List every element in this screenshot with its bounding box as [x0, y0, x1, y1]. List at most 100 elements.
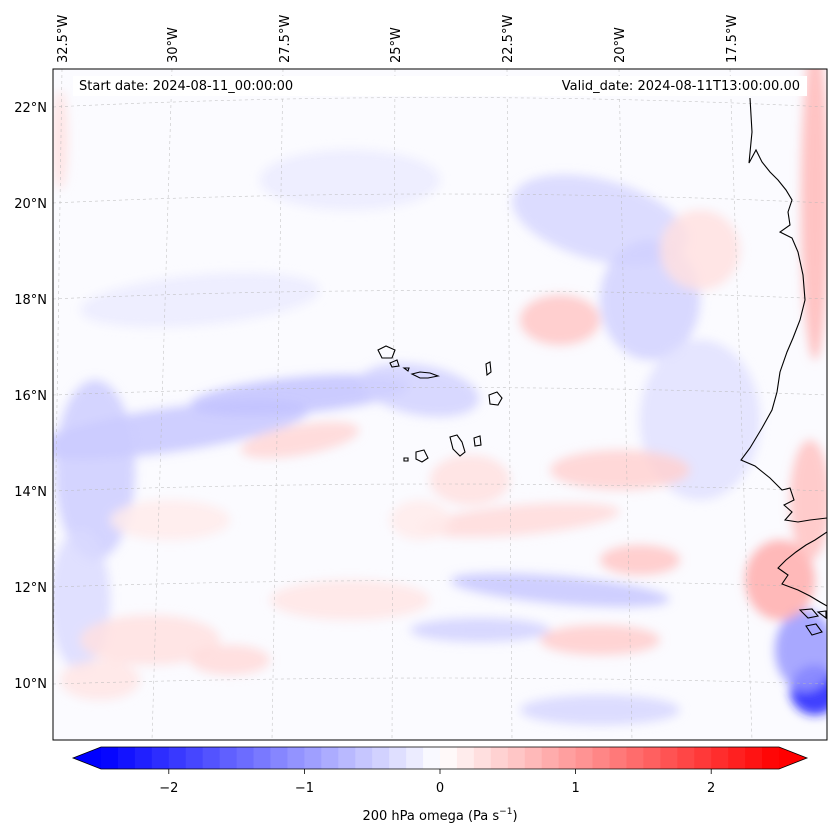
colorbar-bin	[151, 747, 170, 769]
colorbar-bin	[456, 747, 475, 769]
longitude-labels: 32.5°W 30°W 27.5°W 25°W 22.5°W 20°W 17.5…	[56, 15, 740, 63]
colorbar-bin	[304, 747, 322, 769]
cape-verde-santiago	[449, 434, 466, 457]
lon-label-25w: 25°W	[389, 27, 404, 63]
colorbar-tick-label: 1	[571, 781, 579, 796]
colorbar-bin	[185, 747, 204, 769]
cape-verde-santa-luzia	[402, 367, 410, 372]
cape-verde-fogo	[415, 449, 429, 463]
parallel-16n	[53, 387, 827, 396]
parallel-10n	[53, 677, 827, 685]
colorbar-tick-label: −1	[295, 781, 314, 796]
colorbar-bin	[117, 747, 136, 769]
lat-label-20n: 20°N	[14, 197, 47, 212]
omega-contour-patch	[550, 450, 690, 490]
colorbar-ticks: −2 −1 0 1 2	[159, 769, 715, 796]
colorbar-tick-label: 0	[436, 781, 444, 796]
colorbar-label-close: )	[512, 809, 517, 824]
coastlines	[377, 97, 827, 636]
lon-label-20w: 20°W	[613, 27, 628, 63]
colorbar-bin	[101, 747, 119, 769]
omega-contour-patch	[60, 660, 140, 700]
colorbar-bin	[372, 747, 390, 769]
start-date-label: Start date: 2024-08-11_00:00:00	[79, 79, 293, 94]
omega-contour-patch	[420, 502, 620, 538]
latitude-labels: 22°N 20°N 18°N 16°N 14°N 12°N 10°N	[14, 101, 47, 692]
cape-verde-maio	[473, 435, 482, 447]
omega-contour-patch	[190, 374, 410, 416]
omega-contour-patch	[600, 545, 680, 575]
colorbar-bin	[253, 747, 272, 769]
omega-contour-patch	[430, 455, 510, 505]
colorbar-bin	[711, 747, 729, 769]
lat-label-18n: 18°N	[14, 293, 47, 308]
lon-label-27-5w: 27.5°W	[278, 15, 293, 63]
lon-label-17-5w: 17.5°W	[725, 15, 740, 63]
colorbar-bin	[440, 747, 458, 769]
parallel-18n	[53, 290, 827, 300]
colorbar-extend-min	[73, 747, 101, 769]
lat-label-14n: 14°N	[14, 485, 47, 500]
cape-verde-sal	[485, 361, 492, 377]
omega-contour-patch	[80, 615, 220, 665]
lon-label-22-5w: 22.5°W	[501, 15, 516, 63]
omega-contour-patch	[450, 573, 670, 607]
omega-contour-patch	[360, 363, 480, 417]
colorbar-bins	[101, 747, 780, 769]
cape-verde-brava	[403, 457, 409, 462]
omega-contour-patch	[520, 295, 600, 345]
colorbar-bin	[762, 747, 780, 769]
colorbar-bin	[473, 747, 492, 769]
omega-contour-patch	[801, 69, 827, 360]
colorbar-bin	[321, 747, 339, 769]
meridian-30w	[151, 69, 173, 740]
omega-contour-patch	[775, 610, 827, 690]
colorbar-label-superscript: −1	[499, 807, 512, 817]
colorbar-outline	[71, 746, 809, 770]
lat-label-22n: 22°N	[14, 101, 47, 116]
colorbar-bin	[389, 747, 407, 769]
meridian-20w	[618, 69, 633, 740]
colorbar-bin	[558, 747, 577, 769]
colorbar-bin	[355, 747, 373, 769]
omega-contour-patch	[53, 90, 68, 190]
colorbar-label-main: 200 hPa omega (Pa s	[362, 809, 499, 824]
colorbar-bin	[134, 747, 153, 769]
lat-label-16n: 16°N	[14, 389, 47, 404]
lon-label-30w: 30°W	[166, 27, 181, 63]
omega-contour-patch	[55, 380, 135, 560]
guinea-coast	[777, 531, 827, 607]
colorbar-bin	[660, 747, 678, 769]
bijagos-islands	[798, 608, 827, 636]
colorbar-bin	[626, 747, 644, 769]
colorbar-bin	[236, 747, 255, 769]
valid-date-label: Valid_date: 2024-08-11T13:00:00.00	[562, 79, 800, 94]
colorbar-bin	[168, 747, 187, 769]
omega-contour-patch	[520, 695, 680, 725]
omega-contour-patch	[745, 540, 815, 620]
colorbar-bin	[694, 747, 712, 769]
cape-verde-sao-nicolau	[410, 371, 440, 379]
colorbar-extend-max	[779, 747, 807, 769]
cape-verde-boa-vista	[488, 391, 503, 406]
parallel-20n	[53, 193, 827, 204]
omega-contour-patch	[410, 618, 550, 642]
cape-verde-sao-vicente	[389, 359, 400, 368]
colorbar-bin	[728, 747, 746, 769]
omega-contour-patch	[110, 500, 230, 540]
parallel-22n	[53, 97, 827, 108]
colorbar-bin	[219, 747, 238, 769]
omega-contour-patch	[270, 580, 430, 620]
omega-contour-patch	[240, 421, 360, 459]
colorbar-bin	[524, 747, 543, 769]
date-label-background	[73, 76, 807, 96]
lat-label-12n: 12°N	[14, 581, 47, 596]
meridian-27-5w	[271, 69, 284, 740]
colorbar-bin	[507, 747, 526, 769]
colorbar-tick-label: −2	[159, 781, 178, 796]
colorbar-bin	[287, 747, 305, 769]
omega-field	[53, 69, 827, 725]
meridian-32-5w	[53, 69, 63, 694]
colorbar-bin	[592, 747, 611, 769]
